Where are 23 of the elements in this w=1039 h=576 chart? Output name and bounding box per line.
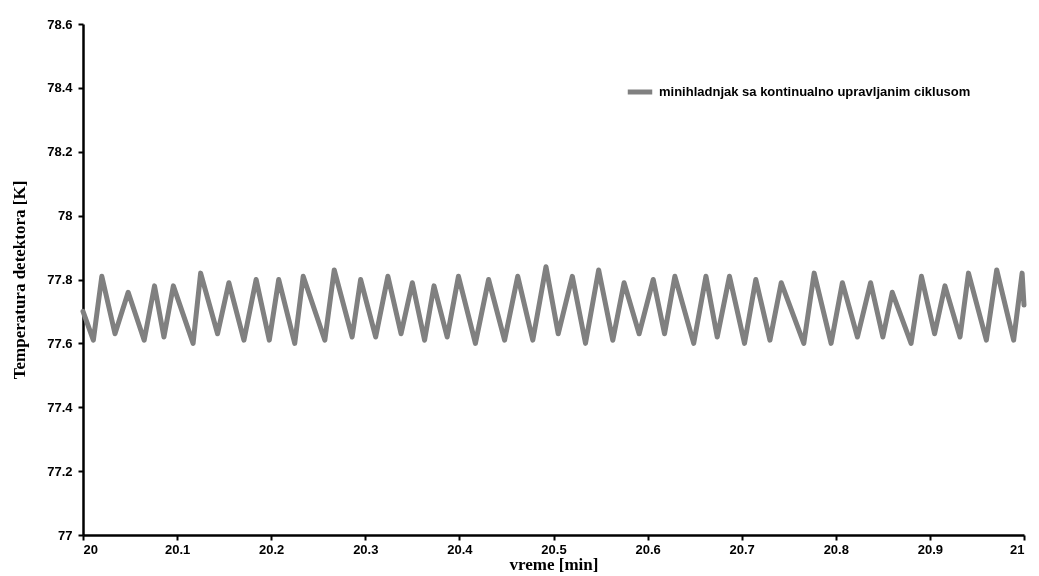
x-tick-label: 20.1: [164, 541, 191, 557]
y-tick-label: 78.2: [47, 144, 73, 160]
x-tick-label: 20: [83, 541, 98, 557]
y-axis-title: Temperatura detektora [K]: [10, 180, 30, 380]
y-tick-label: 78: [58, 208, 73, 224]
x-tick-label: 20.6: [635, 541, 661, 557]
x-tick-label: 20.9: [917, 541, 944, 557]
y-tick-label: 78.4: [47, 80, 74, 96]
x-tick-label: 20.4: [447, 541, 474, 557]
y-tick-label: 77.8: [47, 272, 73, 287]
legend-label: minihladnjak sa kontinualno upravljanim ciklusom: [659, 84, 971, 99]
x-tick-label: 20.8: [823, 541, 849, 557]
y-tick-label: 78.6: [47, 16, 73, 32]
y-tick-label: 77.2: [47, 463, 73, 479]
x-tick-label: 20.7: [729, 541, 755, 557]
x-axis-title: vreme [min]: [509, 554, 599, 574]
x-tick-label: 21: [1010, 541, 1025, 557]
y-tick-label: 77.4: [47, 399, 74, 415]
x-tick-label: 20.3: [353, 541, 379, 557]
x-tick-label: 20.5: [541, 541, 567, 557]
y-tick-label: 77: [58, 527, 73, 543]
y-tick-label: 77.6: [47, 335, 73, 351]
x-tick-label: 20.2: [259, 541, 285, 557]
